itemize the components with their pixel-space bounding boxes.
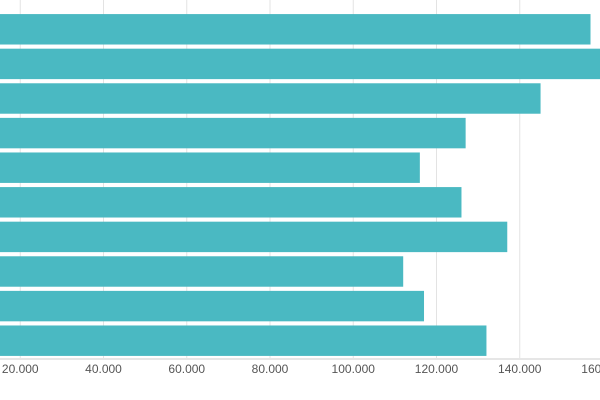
bar — [0, 187, 462, 218]
x-tick-label: 20.000 — [2, 362, 39, 376]
bar — [0, 221, 508, 253]
bar — [0, 290, 425, 322]
bar — [0, 48, 600, 80]
bar — [0, 14, 591, 45]
bar — [0, 256, 404, 287]
bar — [0, 152, 420, 183]
x-tick-label: 160.000 — [581, 362, 600, 376]
x-tick-label: 60.000 — [168, 362, 205, 376]
x-tick-label: 100.000 — [332, 362, 376, 376]
x-tick-label: 140.000 — [498, 362, 542, 376]
x-tick-label: 40.000 — [85, 362, 122, 376]
bar — [0, 117, 466, 149]
bar — [0, 83, 541, 114]
x-tick-label: 120.000 — [415, 362, 459, 376]
bar — [0, 325, 487, 356]
x-tick-label: 80.000 — [252, 362, 289, 376]
